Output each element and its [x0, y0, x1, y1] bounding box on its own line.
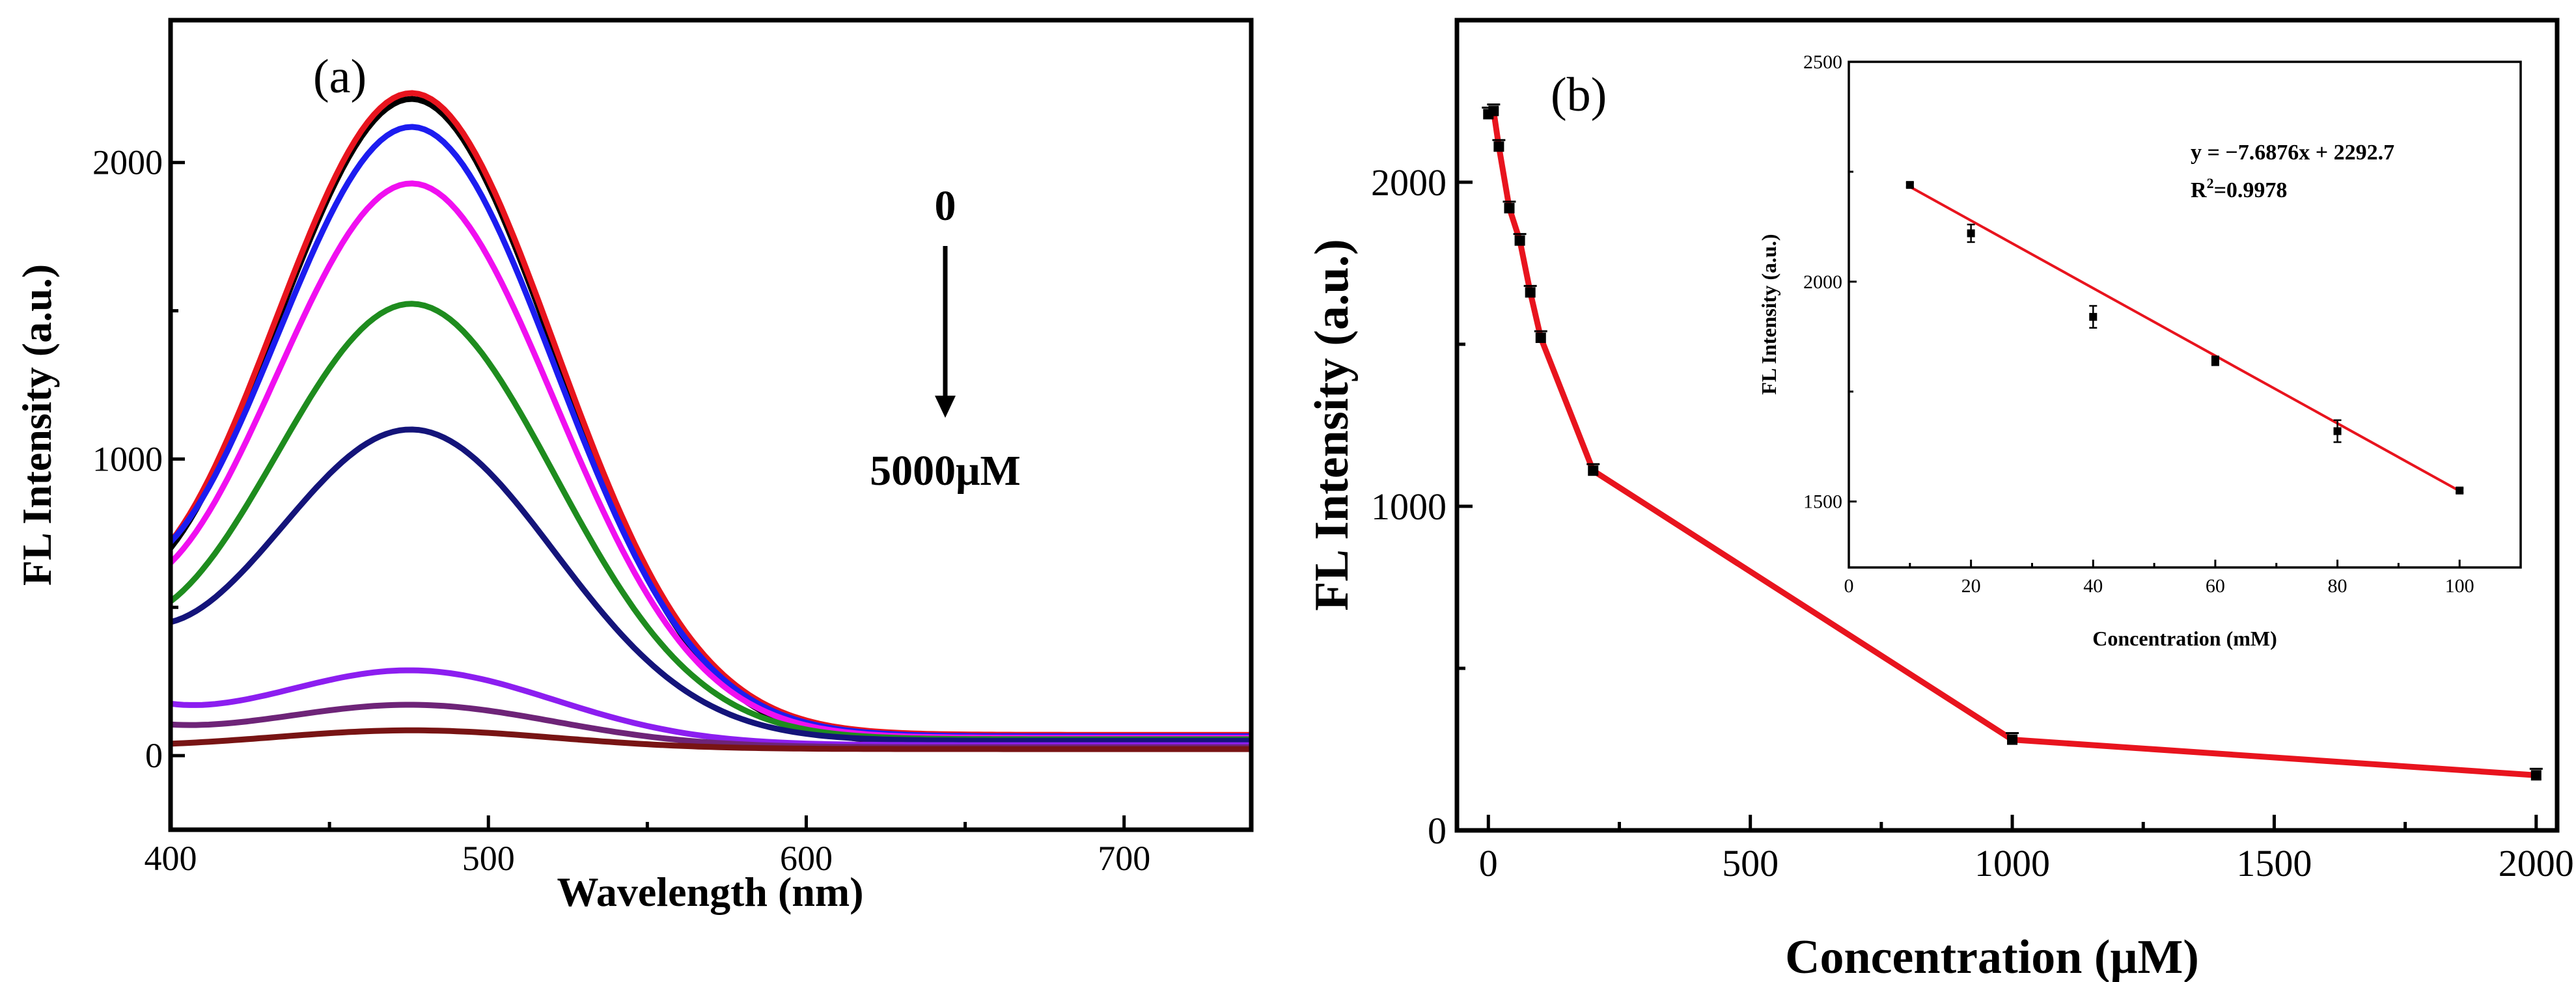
panel-a-xlabel: Wavelength (nm): [557, 869, 863, 915]
r2-value: =0.9978: [2214, 178, 2288, 202]
panel-b-label: (b): [1551, 68, 1607, 122]
panel-b-point: [1525, 287, 1536, 298]
spectrum-line-magenta: [168, 180, 1251, 741]
inset-point: [2456, 486, 2464, 495]
fit-r-squared: R2=0.9978: [2191, 175, 2287, 202]
r2-label: R: [2191, 178, 2207, 202]
panel-b-data: [1482, 103, 2543, 781]
inset-ticks: 0 20 40 60 80 100 1500 2000 2500: [1803, 51, 2474, 597]
panel-b-xtick-label: 500: [1722, 842, 1779, 884]
panel-b-point: [1535, 333, 1546, 344]
inset-point: [1905, 181, 1914, 189]
inset-ylabel: FL Intensity (a.u.): [1757, 234, 1780, 394]
inset-ytick-label: 2000: [1803, 271, 1842, 293]
panel-a-ticks: 400 500 600 700 0 1000 2000: [92, 143, 1150, 878]
panel-a-curves: [168, 90, 1251, 752]
panel-b-xlabel: Concentration (μM): [1785, 931, 2199, 982]
inset-xtick-label: 100: [2445, 575, 2474, 597]
panel-b-frame: [1454, 18, 2560, 833]
panel-a: 400 500 600 700 0 1000 2000 (a) 0 5000μM Wavel…: [14, 18, 1254, 915]
inset-xtick-label: 0: [1844, 575, 1854, 597]
inset-ytick-label: 1500: [1803, 491, 1842, 513]
inset-point: [2089, 312, 2098, 321]
spectrum-line-maroon: [170, 727, 1251, 752]
inset-xtick-label: 80: [2328, 575, 2347, 597]
panel-a-xtick-label: 400: [145, 839, 197, 878]
inset-xtick-label: 40: [2083, 575, 2103, 597]
panel-b-point: [2007, 734, 2018, 745]
panel-a-ytick-label: 0: [145, 736, 163, 775]
panel-b-point: [1588, 465, 1599, 476]
panel-b-xtick-label: 1500: [2236, 842, 2312, 884]
inset-data: [1905, 181, 2464, 495]
panel-b-xtick-label: 2000: [2499, 842, 2574, 884]
r2-superscript: 2: [2207, 175, 2214, 191]
panel-a-label: (a): [313, 50, 367, 103]
inset-ytick-label: 2500: [1803, 51, 1842, 73]
inset-xtick-label: 60: [2206, 575, 2225, 597]
inset-fit-line: [1909, 185, 2461, 493]
panel-a-ytick-label: 1000: [92, 439, 163, 478]
panel-b-ytick-label: 2000: [1371, 161, 1447, 204]
annotation-end: 5000μM: [870, 447, 1021, 495]
inset-frame: [1848, 61, 2522, 569]
panel-a-xtick-label: 500: [462, 839, 515, 878]
panel-b-line: [1486, 107, 2537, 778]
panel-a-xtick-label: 700: [1098, 839, 1150, 878]
inset-xlabel: Concentration (mM): [2092, 627, 2277, 650]
panel-b-xtick-label: 0: [1479, 842, 1498, 884]
annotation-start: 0: [935, 182, 956, 230]
inset-point: [2333, 427, 2342, 435]
panel-b-point: [1493, 141, 1504, 152]
panel-b-ylabel: FL Intensity (a.u.): [1305, 239, 1359, 611]
panel-a-ylabel: FL Intensity (a.u.): [14, 264, 60, 586]
panel-b-point: [1504, 202, 1515, 213]
panel-a-ytick-label: 2000: [92, 143, 163, 182]
panel-b-point: [1488, 105, 1499, 116]
inset-point: [1967, 229, 1975, 238]
panel-b-ytick-label: 0: [1428, 810, 1447, 852]
panel-b-xtick-label: 1000: [1974, 842, 2050, 884]
inset-xtick-label: 20: [1961, 575, 1981, 597]
panel-a-xtick-label: 600: [780, 839, 833, 878]
spectrum-line-navy: [169, 426, 1251, 744]
inset-plot: 0 20 40 60 80 100 1500 2000 2500 y = −7.6876x + …: [1757, 51, 2522, 650]
panel-b-point: [2530, 770, 2541, 781]
inset-point: [2211, 357, 2219, 365]
panel-a-frame: [168, 18, 1254, 832]
panel-b-point: [1514, 235, 1525, 246]
spectrum-line-blue: [168, 124, 1251, 739]
fit-equation: y = −7.6876x + 2292.7: [2191, 141, 2394, 165]
panel-b-ytick-label: 1000: [1371, 485, 1447, 528]
arrow-head: [935, 396, 956, 418]
spectrum-line-black: [168, 96, 1251, 747]
